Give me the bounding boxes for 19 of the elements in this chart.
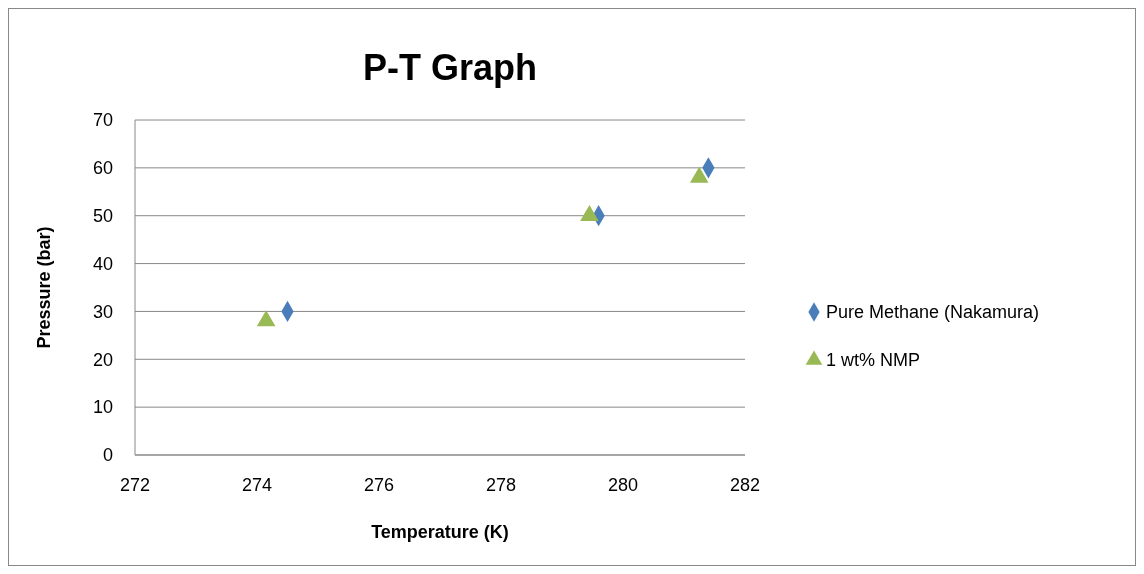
y-axis-title: Pressure (bar) (34, 226, 54, 349)
y-tick-label: 60 (92, 158, 113, 179)
y-tick-label: 50 (92, 206, 113, 227)
chart-title: P-T Graph (362, 47, 538, 88)
x-tick-label: 272 (119, 475, 151, 495)
y-tick-label: 40 (92, 253, 113, 274)
y-tick-label: 0 (102, 445, 113, 466)
legend-label: Pure Methane (Nakamura) (826, 302, 1040, 323)
y-tick-label: 10 (92, 397, 113, 418)
x-axis-title: Temperature (K) (371, 522, 509, 542)
x-tick-label: 278 (485, 475, 517, 495)
x-tick-label: 282 (729, 475, 761, 495)
y-tick-label: 20 (92, 349, 113, 370)
y-tick-label: 70 (92, 110, 113, 131)
y-tick-label: 30 (92, 301, 113, 322)
x-tick-label: 280 (607, 475, 639, 495)
x-tick-label: 274 (241, 475, 273, 495)
x-tick-label: 276 (363, 475, 395, 495)
legend-label: 1 wt% NMP (826, 350, 921, 371)
